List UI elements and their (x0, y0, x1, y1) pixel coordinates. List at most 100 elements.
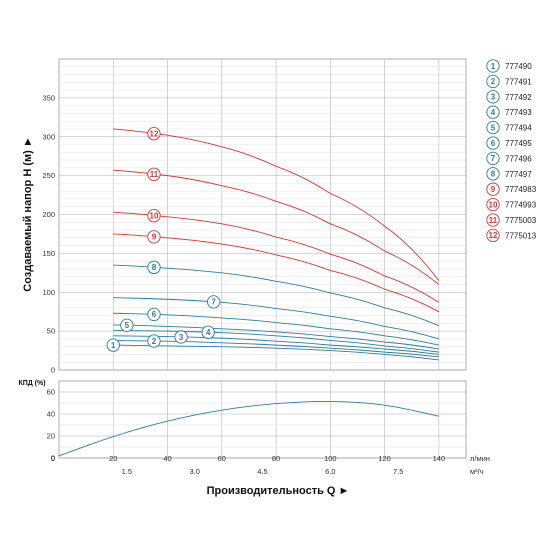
head-curve-2 (113, 340, 439, 358)
legend-marker-number-4: 4 (491, 108, 496, 117)
x-tick-label: 140 (433, 454, 446, 463)
legend-marker-4 (486, 105, 500, 119)
legend-label-9: 7774983 (505, 185, 537, 194)
series-marker-circle-9 (147, 230, 161, 244)
efficiency-plot-frame (58, 380, 467, 459)
legend-label-6: 777495 (505, 139, 532, 148)
efficiency-curve (58, 401, 439, 457)
head-curve-10 (113, 211, 440, 303)
series-marker-label-12: 12 (150, 129, 159, 138)
legend-marker-number-12: 12 (489, 231, 498, 240)
legend-label-12: 7775013 (505, 231, 537, 240)
series-marker-label-8: 8 (152, 263, 157, 272)
legend-label-4: 777493 (505, 108, 532, 117)
x-tick-label: 20 (109, 454, 117, 463)
series-marker-circle-5 (120, 318, 134, 332)
legend-marker-number-7: 7 (491, 154, 496, 163)
legend-marker-number-8: 8 (491, 170, 496, 179)
legend-marker-3 (486, 90, 500, 104)
legend-marker-11 (486, 213, 500, 227)
head-axis-title: Создаваемый напор H (м) ► (22, 136, 34, 291)
legend-label-7: 777496 (505, 154, 532, 163)
series-marker-label-9: 9 (152, 233, 157, 242)
head-y-tick-label: 100 (42, 288, 55, 297)
head-y-tick-label: 300 (42, 132, 55, 141)
legend-label-5: 777494 (505, 124, 532, 133)
efficiency-y-tick-label: 60 (47, 388, 55, 397)
legend-marker-5 (486, 120, 500, 135)
legend-marker-number-11: 11 (489, 216, 498, 225)
head-y-tick-label: 150 (42, 249, 55, 258)
x-axis-title: Производительность Q ► (207, 485, 350, 497)
efficiency-y-tick-label: 0 (51, 454, 55, 463)
efficiency-y-tick-label: 20 (47, 432, 55, 441)
legend-marker-2 (486, 74, 500, 89)
series-marker-label-6: 6 (152, 310, 157, 319)
series-marker-label-1: 1 (111, 341, 116, 350)
series-marker-label-5: 5 (125, 321, 130, 330)
head-y-tick-label: 350 (42, 93, 55, 102)
head-curve-8 (113, 264, 440, 327)
legend-label-3: 777492 (505, 93, 532, 102)
legend-marker-number-2: 2 (491, 77, 496, 86)
legend-marker-number-9: 9 (491, 185, 496, 194)
legend-marker-12 (486, 228, 500, 243)
x2-tick-label: 1.5 (122, 467, 132, 476)
head-curve-7 (113, 297, 439, 340)
series-marker-circle-10 (147, 209, 161, 223)
x2-tick-label: 7.5 (393, 467, 403, 476)
series-marker-circle-8 (147, 260, 161, 275)
x-tick-label-zero: 0 (51, 454, 55, 463)
head-curve-12 (113, 128, 440, 281)
head-y-tick-label: 250 (42, 171, 55, 180)
series-marker-label-4: 4 (206, 328, 211, 337)
head-y-tick-label: 0 (51, 366, 55, 375)
legend-marker-number-1: 1 (491, 62, 496, 71)
efficiency-y-tick-label: 40 (47, 410, 55, 419)
series-marker-circle-3 (174, 330, 188, 344)
legend-marker-9 (486, 182, 500, 196)
head-y-tick-label: 50 (47, 327, 55, 336)
head-curve-3 (113, 335, 439, 355)
head-curve-11 (113, 169, 440, 285)
legend-marker-10 (486, 197, 500, 212)
series-marker-circle-2 (147, 334, 161, 348)
series-marker-circle-11 (147, 167, 161, 181)
x2-tick-label: 6.0 (325, 467, 335, 476)
legend: 1 777490 2 777491 3 777492 4 777493 5 777494 6 7774… (486, 59, 537, 243)
x-tick-label: 80 (272, 454, 280, 463)
series-marker-label-2: 2 (152, 337, 157, 346)
head-curve-6 (113, 312, 439, 346)
series-marker-label-10: 10 (150, 211, 159, 220)
x-tick-label: 120 (378, 454, 391, 463)
series-marker-circle-7 (207, 295, 221, 309)
legend-marker-7 (486, 151, 500, 166)
x-tick-label: 100 (324, 454, 337, 463)
legend-marker-number-6: 6 (491, 139, 496, 148)
legend-marker-number-3: 3 (491, 93, 496, 102)
legend-marker-1 (486, 59, 500, 73)
series-marker-label-7: 7 (211, 298, 216, 307)
x-unit-label: л/мин (470, 454, 490, 463)
head-y-tick-label: 200 (42, 210, 55, 219)
legend-label-2: 777491 (505, 77, 532, 86)
series-marker-circle-4 (201, 325, 215, 339)
legend-marker-6 (486, 136, 500, 150)
x-tick-label: 40 (163, 454, 171, 463)
head-curve-1 (113, 344, 439, 361)
legend-marker-number-10: 10 (489, 200, 498, 209)
series-marker-label-3: 3 (179, 333, 184, 342)
legend-label-10: 7774993 (505, 201, 537, 210)
head-curve-4 (113, 329, 439, 353)
x2-unit-label: м³/ч (470, 467, 484, 476)
legend-label-11: 7775003 (505, 216, 537, 225)
efficiency-axis-title: КПД (%) (18, 380, 45, 387)
head-curve-5 (113, 324, 439, 350)
legend-marker-number-5: 5 (491, 123, 496, 132)
series-marker-circle-6 (147, 307, 161, 322)
x-tick-label: 60 (218, 454, 226, 463)
legend-label-1: 777490 (505, 62, 532, 71)
